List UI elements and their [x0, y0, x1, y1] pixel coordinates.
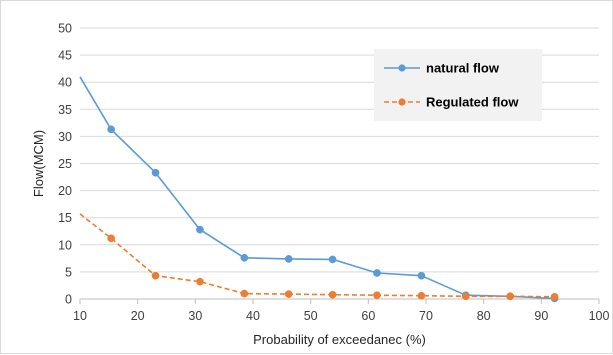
gridlines [80, 27, 599, 273]
axes: 0 5 10 15 20 25 30 35 40 45 50 10 20 30 40 50 60 70 80 90 10… [31, 22, 609, 348]
series-point-0 [417, 271, 426, 280]
x-axis-title: Probability of exceedanec (%) [253, 332, 426, 347]
x-tick-label: 20 [131, 309, 145, 323]
series-point-0 [373, 269, 381, 277]
y-tick-label: 40 [58, 76, 72, 90]
series-line-1 [79, 213, 555, 298]
x-tick-label: 40 [246, 309, 260, 323]
series-point-0 [328, 255, 337, 264]
series-point-0 [196, 225, 204, 234]
series-point-1 [417, 291, 426, 300]
y-tick-label: 35 [58, 103, 72, 117]
y-tick-label: 25 [58, 157, 72, 171]
legend-label-1: Regulated flow [426, 95, 519, 110]
x-tick-label: 80 [477, 309, 491, 323]
y-tick-label: 45 [58, 49, 72, 63]
series-point-0 [284, 255, 293, 263]
x-tick-label: 90 [534, 309, 548, 323]
legend: natural flow Regulated flow [374, 49, 542, 121]
y-tick-label: 0 [65, 293, 72, 307]
x-tick-label: 30 [188, 309, 202, 323]
y-tick-label: 30 [58, 130, 72, 144]
x-tick-label: 10 [73, 309, 87, 323]
x-tick-label: 70 [419, 309, 433, 323]
x-tick-label: 50 [304, 309, 318, 323]
series-point-1 [151, 271, 160, 280]
x-tick-label: 100 [589, 309, 610, 323]
series-point-1 [107, 234, 115, 243]
series-line-0 [79, 76, 555, 300]
series-point-0 [240, 253, 249, 262]
legend-marker-0 [398, 64, 406, 72]
y-tick-label: 50 [58, 22, 72, 36]
y-axis-title: Flow(MCM) [31, 130, 46, 197]
legend-box [374, 49, 542, 121]
legend-label-0: natural flow [426, 61, 500, 76]
series-point-1 [373, 291, 381, 300]
series-point-0 [107, 125, 115, 134]
series [79, 76, 559, 303]
y-tick-label: 15 [58, 211, 72, 225]
series-point-1 [240, 289, 249, 298]
x-tick-label: 60 [361, 309, 375, 323]
y-tick-label: 5 [65, 265, 72, 279]
legend-marker-1 [398, 98, 406, 106]
series-point-1 [550, 292, 559, 301]
series-point-1 [284, 290, 293, 298]
y-tick-label: 10 [58, 238, 72, 252]
series-point-1 [328, 290, 337, 299]
y-tick-label: 20 [58, 184, 72, 198]
series-point-1 [196, 277, 204, 286]
series-point-1 [461, 292, 470, 301]
series-point-1 [506, 292, 515, 301]
series-point-0 [151, 168, 160, 177]
